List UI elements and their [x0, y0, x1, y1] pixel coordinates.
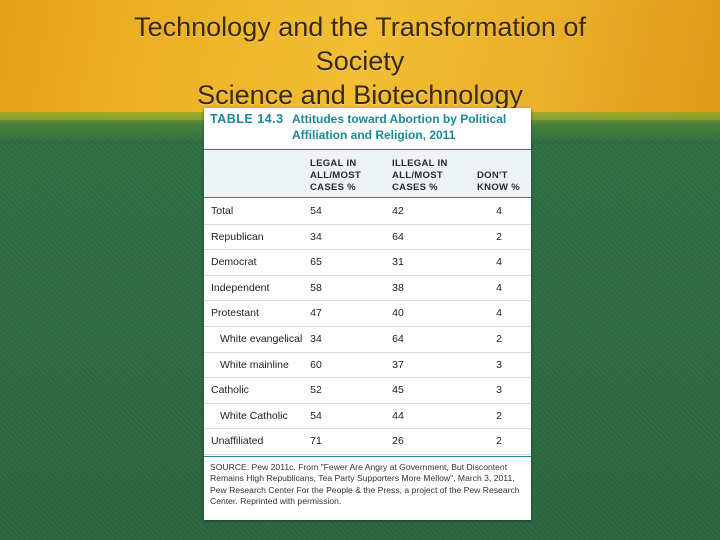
cell-legal: 34 [310, 333, 322, 345]
cell-legal: 71 [310, 435, 322, 448]
table-source-note: SOURCE: Pew 2011c. From "Fewer Are Angry… [210, 462, 520, 507]
cell-legal: 34 [310, 230, 322, 243]
table-row: Total 54 42 4 [204, 198, 531, 225]
table-row: Catholic 52 45 3 [204, 377, 531, 404]
table-row: Unaffiliated 71 26 2 [204, 428, 531, 455]
cell-legal: 47 [310, 307, 322, 320]
row-label: Democrat [211, 256, 257, 269]
table-row: Republican 34 64 2 [204, 224, 531, 251]
cell-dk: 2 [496, 230, 502, 243]
cell-legal: 65 [310, 256, 322, 269]
cell-illegal: 64 [392, 333, 404, 345]
row-label: Total [211, 205, 234, 217]
row-label: White mainline [220, 358, 289, 371]
cell-illegal: 26 [392, 435, 404, 448]
table-header: TABLE 14.3 Attitudes toward Abortion by … [204, 108, 531, 150]
table-row: White Catholic 54 44 2 [204, 403, 531, 430]
table-row: White mainline 60 37 3 [204, 352, 531, 379]
table-number: TABLE 14.3 [210, 112, 284, 126]
cell-illegal: 44 [392, 409, 404, 422]
cell-legal: 54 [310, 205, 322, 217]
column-header-legal: LEGAL IN ALL/MOST CASES % [310, 158, 361, 193]
cell-dk: 4 [496, 205, 502, 217]
cell-dk: 2 [496, 435, 502, 448]
cell-dk: 3 [496, 384, 502, 397]
cell-legal: 60 [310, 358, 322, 371]
cell-legal: 52 [310, 384, 322, 397]
cell-dk: 4 [496, 281, 502, 294]
cell-dk: 4 [496, 256, 502, 269]
row-label: Independent [211, 281, 270, 294]
cell-dk: 3 [496, 358, 502, 371]
cell-illegal: 37 [392, 358, 404, 371]
cell-illegal: 64 [392, 230, 404, 243]
row-label: White Catholic [220, 409, 288, 422]
table-row: Independent 58 38 4 [204, 275, 531, 302]
row-label: Protestant [211, 307, 259, 320]
header-divider [204, 197, 531, 198]
table-caption: Attitudes toward Abortion by Political A… [292, 112, 507, 142]
header-band [0, 0, 720, 120]
table-row: Protestant 47 40 4 [204, 300, 531, 327]
table-row: White evangelical 34 64 2 [204, 326, 531, 353]
cell-illegal: 42 [392, 205, 404, 217]
cell-dk: 2 [496, 333, 502, 345]
cell-dk: 4 [496, 307, 502, 320]
row-label: White evangelical [220, 333, 303, 345]
title-line-2: Society [315, 46, 405, 76]
column-header-illegal: ILLEGAL IN ALL/MOST CASES % [392, 158, 448, 193]
table-image: TABLE 14.3 Attitudes toward Abortion by … [204, 108, 531, 520]
column-header-row [204, 150, 531, 198]
row-label: Unaffiliated [211, 435, 264, 448]
row-label: Republican [211, 230, 264, 243]
cell-illegal: 31 [392, 256, 404, 269]
cell-illegal: 45 [392, 384, 404, 397]
column-header-dontknow: DON'T KNOW % [477, 170, 520, 193]
title-line-3: Science and Biotechnology [197, 80, 523, 110]
slide-title: Technology and the Transformation of Soc… [0, 10, 720, 112]
cell-legal: 58 [310, 281, 322, 294]
row-label: Catholic [211, 384, 249, 397]
cell-illegal: 40 [392, 307, 404, 320]
source-divider [204, 456, 531, 457]
cell-dk: 2 [496, 409, 502, 422]
cell-illegal: 38 [392, 281, 404, 294]
title-line-1: Technology and the Transformation of [134, 12, 586, 42]
table-row: Democrat 65 31 4 [204, 249, 531, 276]
cell-legal: 54 [310, 409, 322, 422]
